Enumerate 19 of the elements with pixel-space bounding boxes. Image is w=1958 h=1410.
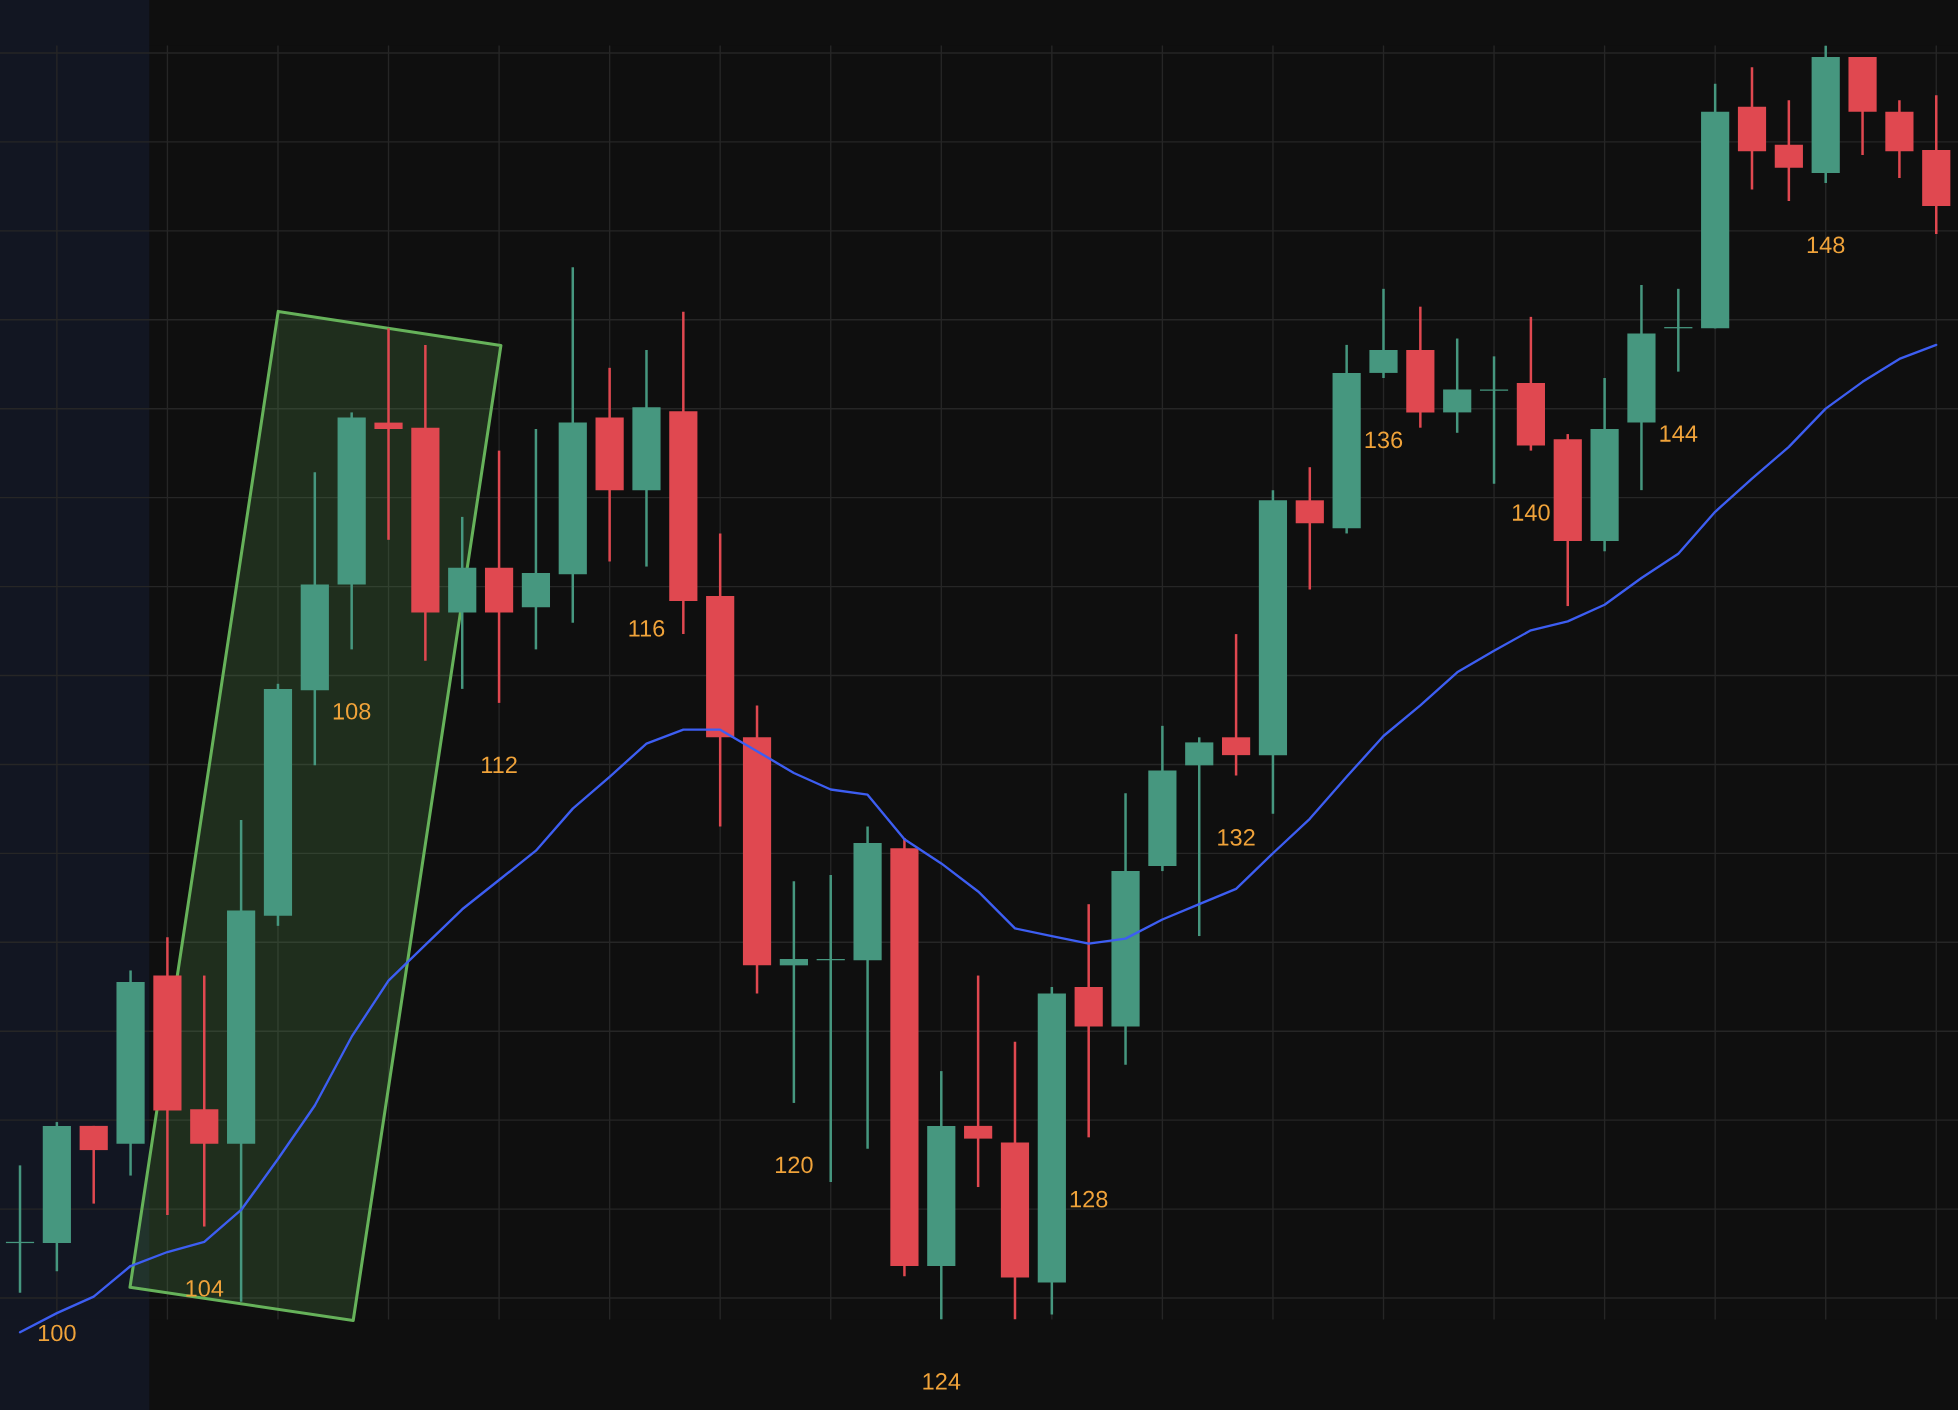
x-tick-label: 132 (1218, 829, 1255, 846)
x-tick-label: 116 (629, 620, 665, 637)
x-tick-label: 140 (1513, 504, 1550, 521)
candlestick (1479, 355, 1509, 486)
x-tick-label: 128 (1070, 1190, 1108, 1208)
x-tick-label: 144 (1660, 425, 1698, 442)
x-tick-label: 104 (186, 1280, 224, 1297)
x-tick-label: 120 (775, 1156, 813, 1174)
candlestick (964, 974, 993, 1189)
x-tick-label: 148 (1807, 236, 1845, 254)
candlestick (1185, 736, 1214, 938)
x-tick-label: 108 (333, 702, 371, 720)
x-tick-label: 100 (38, 1324, 76, 1342)
x-tick-label: 124 (923, 1373, 961, 1390)
candlestick (779, 880, 808, 1105)
x-tick-label: 112 (482, 756, 517, 773)
x-tick-label: 136 (1365, 431, 1403, 449)
candlestick (374, 327, 403, 542)
candlestick (1221, 632, 1251, 777)
